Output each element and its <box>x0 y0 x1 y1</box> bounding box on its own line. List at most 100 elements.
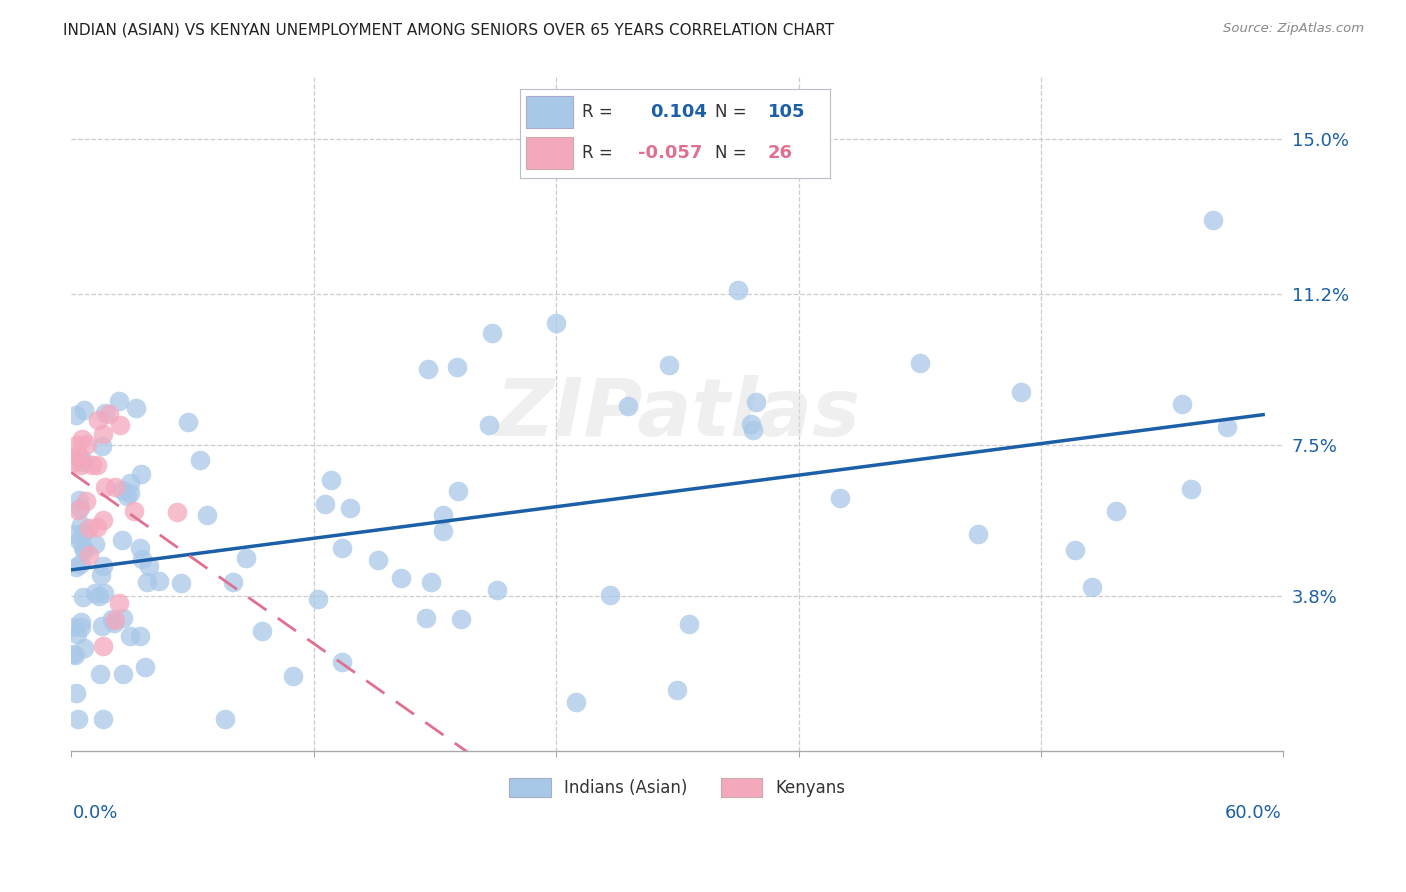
Point <box>314 497 336 511</box>
Point <box>72 455 94 469</box>
Point <box>546 316 568 330</box>
Point <box>103 613 125 627</box>
Point <box>67 493 90 508</box>
Point <box>77 521 100 535</box>
Point <box>250 624 273 638</box>
Point <box>129 629 152 643</box>
Point <box>330 541 353 555</box>
Point <box>830 491 852 505</box>
Point <box>111 611 134 625</box>
Point <box>138 559 160 574</box>
Point <box>67 450 90 465</box>
Point <box>91 559 114 574</box>
Point <box>73 543 96 558</box>
Point <box>65 409 87 423</box>
Point <box>83 585 105 599</box>
Point <box>136 575 159 590</box>
Point <box>70 452 93 467</box>
Point <box>129 467 152 482</box>
Point <box>76 437 98 451</box>
Point <box>1010 384 1032 399</box>
Point <box>70 458 93 473</box>
Point <box>70 433 93 447</box>
Point <box>1081 580 1104 594</box>
Point <box>447 483 470 498</box>
Point <box>87 589 110 603</box>
Point <box>321 473 343 487</box>
Text: R =: R = <box>582 103 613 121</box>
Point <box>69 517 91 532</box>
Point <box>221 575 243 590</box>
Point <box>104 480 127 494</box>
Point <box>62 620 84 634</box>
Point <box>94 406 117 420</box>
Point <box>108 417 131 432</box>
Point <box>84 537 107 551</box>
Point <box>415 610 437 624</box>
Point <box>111 666 134 681</box>
Point <box>77 548 100 562</box>
Point <box>93 586 115 600</box>
Point <box>1201 213 1223 227</box>
Point <box>1104 504 1126 518</box>
Point <box>86 519 108 533</box>
Point <box>118 476 141 491</box>
Point <box>188 453 211 467</box>
FancyBboxPatch shape <box>526 137 572 169</box>
Point <box>418 362 440 376</box>
Point <box>103 616 125 631</box>
Text: 26: 26 <box>768 144 793 162</box>
Point <box>65 627 87 641</box>
Text: N =: N = <box>716 103 747 121</box>
Text: 60.0%: 60.0% <box>1225 805 1281 822</box>
Point <box>66 712 89 726</box>
Point <box>90 568 112 582</box>
Point <box>1171 397 1194 411</box>
Point <box>91 426 114 441</box>
Point <box>75 493 97 508</box>
Point <box>97 408 120 422</box>
Point <box>450 612 472 626</box>
Point <box>1064 543 1087 558</box>
Point <box>176 416 198 430</box>
Point <box>65 559 87 574</box>
Text: ZIPatlas: ZIPatlas <box>495 376 860 453</box>
Point <box>1216 420 1239 434</box>
Point <box>330 655 353 669</box>
Point <box>108 596 131 610</box>
Text: Source: ZipAtlas.com: Source: ZipAtlas.com <box>1223 22 1364 36</box>
Point <box>94 480 117 494</box>
Point <box>214 712 236 726</box>
Point <box>128 541 150 556</box>
Point <box>727 283 749 297</box>
Point <box>170 575 193 590</box>
Point <box>122 503 145 517</box>
Point <box>66 448 89 462</box>
Point <box>111 533 134 548</box>
Point <box>62 527 84 541</box>
Point <box>131 551 153 566</box>
Point <box>89 666 111 681</box>
Text: 0.0%: 0.0% <box>73 805 118 822</box>
FancyBboxPatch shape <box>526 96 572 128</box>
Point <box>90 619 112 633</box>
Point <box>66 438 89 452</box>
Point <box>419 575 441 590</box>
Point <box>107 394 129 409</box>
Text: 0.104: 0.104 <box>650 103 707 121</box>
Point <box>62 456 84 470</box>
Point <box>134 660 156 674</box>
Point <box>62 647 84 661</box>
Point <box>478 418 501 433</box>
Point <box>69 501 91 516</box>
Point <box>67 533 90 547</box>
Point <box>120 630 142 644</box>
Point <box>389 571 412 585</box>
Point <box>69 620 91 634</box>
Point <box>101 612 124 626</box>
Point <box>1180 482 1202 496</box>
Legend: Indians (Asian), Kenyans: Indians (Asian), Kenyans <box>502 771 852 804</box>
Text: INDIAN (ASIAN) VS KENYAN UNEMPLOYMENT AMONG SENIORS OVER 65 YEARS CORRELATION CH: INDIAN (ASIAN) VS KENYAN UNEMPLOYMENT AM… <box>63 22 834 37</box>
Point <box>120 486 142 500</box>
Point <box>91 712 114 726</box>
